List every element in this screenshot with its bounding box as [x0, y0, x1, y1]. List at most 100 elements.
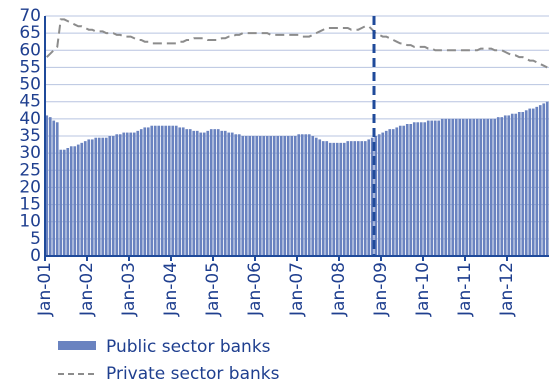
bar — [370, 137, 374, 256]
bar — [482, 118, 486, 256]
bar — [139, 129, 143, 256]
bar — [300, 134, 304, 256]
bar — [83, 141, 87, 256]
bar — [304, 134, 308, 256]
bar — [377, 134, 381, 256]
bar — [360, 141, 364, 256]
bar — [384, 130, 388, 256]
y-tick-label: 50 — [19, 75, 41, 95]
x-tick-label: Jan-12 — [497, 262, 517, 317]
x-tick-label: Jan-06 — [245, 262, 265, 317]
bar — [153, 125, 157, 256]
bar — [486, 118, 490, 256]
bar — [202, 132, 206, 256]
bar — [241, 136, 245, 256]
bar — [524, 110, 528, 257]
legend-swatch — [58, 341, 96, 350]
bar — [402, 125, 406, 256]
bar — [234, 134, 238, 256]
x-tick-label: Jan-03 — [119, 262, 139, 317]
bar — [430, 120, 434, 256]
bar — [213, 129, 217, 256]
legend: Public sector banks Private sector banks — [58, 337, 280, 384]
bar — [388, 129, 392, 256]
bar — [286, 136, 290, 256]
bar — [395, 127, 399, 256]
x-tick-label: Jan-05 — [203, 262, 223, 317]
bar — [209, 129, 213, 256]
bar — [416, 122, 420, 257]
bar — [87, 139, 91, 256]
bar — [55, 122, 59, 257]
bar — [318, 139, 322, 256]
bar — [538, 105, 542, 257]
y-tick-label: 25 — [19, 160, 41, 180]
bar — [535, 106, 539, 256]
bar — [45, 115, 49, 256]
bar — [437, 120, 441, 256]
x-tick-label: Jan-04 — [161, 262, 181, 317]
bar — [157, 125, 161, 256]
bar — [328, 142, 332, 256]
bar — [349, 141, 353, 256]
bar — [269, 136, 273, 256]
bar — [290, 136, 294, 256]
bar — [353, 141, 357, 256]
y-tick-label: 10 — [19, 212, 41, 232]
bar — [332, 142, 336, 256]
bar — [223, 130, 227, 256]
y-tick-label: 70 — [19, 6, 41, 26]
bar — [171, 125, 175, 256]
x-tick-label: Jan-07 — [287, 262, 307, 317]
bar — [118, 134, 122, 256]
bar — [391, 129, 395, 256]
y-tick-label: 20 — [19, 177, 41, 197]
bar — [405, 124, 409, 256]
bar — [542, 103, 546, 256]
bar — [192, 130, 196, 256]
y-tick-label: 0 — [30, 246, 41, 266]
x-tick-label: Jan-09 — [371, 262, 391, 317]
bar — [97, 137, 101, 256]
x-tick-label: Jan-11 — [455, 262, 475, 317]
bar — [199, 132, 203, 256]
bar — [314, 137, 318, 256]
bar — [279, 136, 283, 256]
bar — [108, 136, 112, 256]
bar — [510, 113, 514, 256]
bar — [381, 132, 385, 256]
bar — [489, 118, 493, 256]
bar — [412, 122, 416, 257]
bar — [59, 149, 63, 256]
bar — [69, 146, 73, 256]
bar — [419, 122, 423, 257]
bar — [230, 132, 234, 256]
x-tick-label: Jan-08 — [329, 262, 349, 317]
bar — [517, 112, 521, 256]
bar — [311, 136, 315, 256]
bar — [251, 136, 255, 256]
bar — [80, 142, 84, 256]
bar — [339, 142, 343, 256]
y-tick-label: 30 — [19, 143, 41, 163]
bar — [528, 108, 532, 256]
bar — [101, 137, 105, 256]
bar — [531, 108, 535, 256]
bar — [451, 118, 455, 256]
bar — [475, 118, 479, 256]
bar — [363, 141, 367, 256]
bar — [342, 142, 346, 256]
x-tick-label: Jan-02 — [77, 262, 97, 317]
bar — [227, 132, 231, 256]
bar — [507, 115, 511, 256]
bar — [52, 120, 56, 256]
bar — [447, 118, 451, 256]
bar — [374, 136, 378, 256]
bar — [73, 146, 77, 256]
bar — [458, 118, 462, 256]
bar — [461, 118, 465, 256]
bar — [325, 141, 329, 256]
bar — [76, 144, 80, 256]
bar — [454, 118, 458, 256]
